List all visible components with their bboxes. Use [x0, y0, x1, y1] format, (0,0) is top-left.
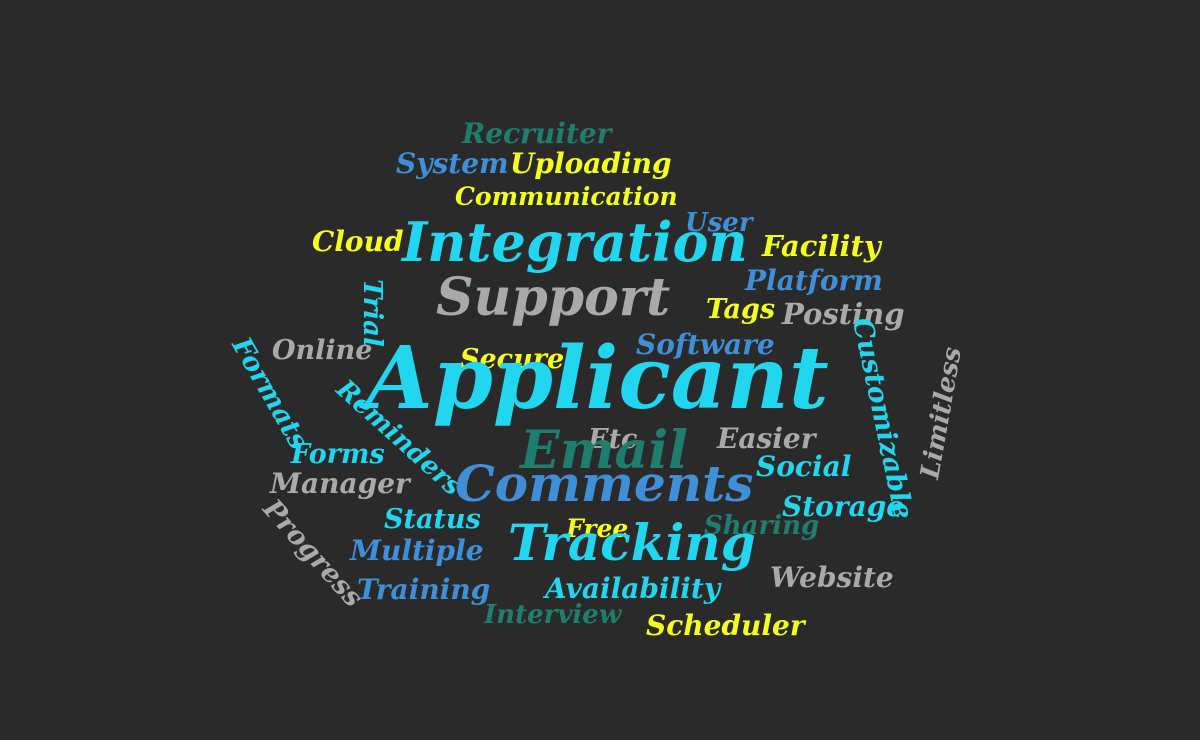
word-free: Free — [566, 514, 629, 543]
word-forms: Forms — [291, 439, 385, 470]
word-secure: Secure — [460, 344, 565, 375]
word-email: Email — [520, 420, 688, 481]
word-system: System — [396, 147, 509, 180]
word-posting: Posting — [782, 297, 905, 331]
word-status: Status — [384, 504, 481, 535]
word-cloud-term: Cloud — [312, 225, 404, 258]
word-applicant: Applicant — [366, 328, 829, 429]
word-tracking: Tracking — [508, 513, 756, 572]
word-limitless: Limitless — [915, 344, 968, 482]
word-comments: Comments — [455, 454, 754, 513]
word-support: Support — [436, 267, 671, 328]
word-training: Training — [357, 573, 491, 606]
word-manager: Manager — [270, 467, 410, 500]
word-storage: Storage — [782, 490, 905, 523]
word-sharing: Sharing — [704, 511, 820, 541]
word-interview: Interview — [484, 600, 622, 630]
word-multiple: Multiple — [350, 534, 484, 567]
word-platform: Platform — [745, 264, 883, 297]
word-easier: Easier — [717, 422, 816, 455]
word-uploading: Uploading — [510, 147, 672, 180]
word-availability: Availability — [545, 572, 721, 605]
word-etc: Etc — [588, 424, 638, 455]
word-website: Website — [770, 561, 894, 594]
word-recruiter: Recruiter — [462, 117, 612, 150]
word-integration: Integration — [402, 210, 748, 274]
word-communication: Communication — [455, 182, 678, 211]
word-software: Software — [636, 328, 775, 361]
word-facility: Facility — [762, 229, 881, 263]
word-user: User — [685, 208, 753, 238]
word-online: Online — [272, 335, 373, 366]
word-tags: Tags — [706, 294, 776, 325]
word-social: Social — [756, 450, 852, 483]
word-scheduler: Scheduler — [646, 609, 805, 642]
